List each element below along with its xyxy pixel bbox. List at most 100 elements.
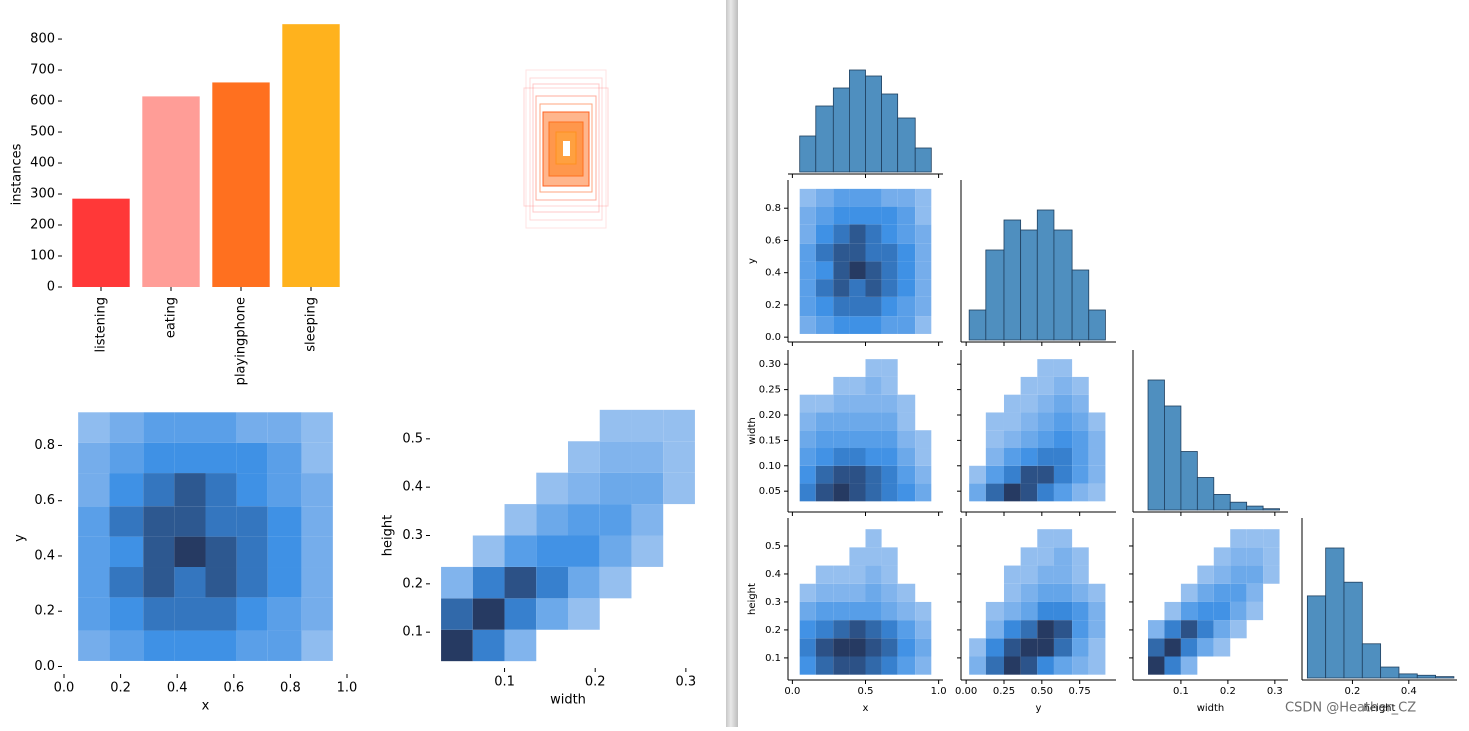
hist2d-cell	[205, 412, 237, 443]
hist2d-cell	[267, 442, 302, 474]
hist2d-cell	[1197, 565, 1214, 584]
hist2d-cell	[849, 656, 866, 675]
hist2d-cell	[1246, 583, 1264, 602]
hist-bar	[849, 69, 866, 173]
x-tick-label: 0.0	[784, 686, 800, 697]
hist2d-cell	[881, 243, 898, 262]
hist2d-cell	[1246, 547, 1264, 566]
hist2d-cell	[236, 506, 268, 537]
hist2d-cell	[1020, 565, 1038, 584]
x-tick-label: 0.8	[280, 681, 301, 696]
hist2d-cell	[1213, 565, 1231, 584]
hist2d-cell	[1072, 394, 1089, 413]
hist-bar	[1398, 673, 1418, 679]
y-tick-label: 400	[30, 156, 55, 171]
hist2d-cell	[1037, 465, 1054, 484]
hist2d-cell	[881, 465, 898, 484]
hist-bar	[1380, 666, 1400, 679]
hist2d-cell	[881, 547, 898, 566]
y-tick-label: 0.0	[34, 659, 55, 674]
hist2d-cell	[1020, 394, 1038, 413]
hist2d-cell	[833, 430, 850, 449]
hist2d-cell	[799, 656, 816, 675]
hist2d-cell	[815, 224, 834, 244]
x-tick-label: 0.00	[955, 686, 977, 697]
hist2d-cell	[1020, 412, 1038, 431]
hist2d-cell	[815, 656, 834, 675]
hist2d-cell	[109, 630, 144, 661]
hist2d-cell	[815, 296, 834, 317]
hist2d-cell	[301, 630, 333, 661]
hist2d-cell	[1072, 547, 1089, 566]
hist2d-cell	[915, 483, 932, 502]
hist2d-cell	[915, 206, 932, 225]
hist2d-cell	[915, 465, 932, 484]
y-tick-label: 0.2	[765, 300, 781, 311]
y-tick-label: 0.1	[402, 625, 423, 640]
hist2d-cell	[833, 483, 850, 502]
hist2d-cell	[536, 598, 568, 630]
hist2d-cell	[174, 597, 206, 631]
hist2d-cell	[143, 506, 175, 537]
y-tick-label: 600	[30, 94, 55, 109]
hist2d-cell	[833, 224, 850, 244]
hist2d-cell	[1020, 465, 1038, 484]
hist-bar	[1435, 676, 1455, 679]
x-tick-label: 0.4	[167, 681, 188, 696]
hist-bar	[1053, 229, 1073, 341]
hist2d-cell	[799, 638, 816, 657]
hist2d-cell	[441, 598, 473, 630]
x-tick-label: 1.0	[337, 681, 358, 696]
hist2d-cell	[799, 316, 816, 334]
hist2d-cell	[631, 504, 664, 536]
hist2d-cell	[865, 206, 882, 225]
hist2d-cell	[833, 448, 850, 466]
hist2d-cell	[833, 565, 850, 584]
hist2d-cell	[815, 261, 834, 280]
bar	[72, 198, 130, 287]
hist-bar	[1003, 219, 1022, 341]
y-tick-label: 100	[30, 249, 55, 264]
hist2d-cell	[1003, 565, 1021, 584]
hist2d-cell	[849, 206, 866, 225]
hist2d-cell	[865, 620, 882, 639]
y-tick-label: 0.8	[765, 203, 781, 214]
hist2d-cell	[865, 656, 882, 675]
hist2d-cell	[1213, 547, 1231, 566]
hist2d-cell	[78, 473, 110, 507]
hist2d-cell	[815, 638, 834, 657]
hist2d-cell	[301, 536, 333, 568]
y-tick-label: 200	[30, 218, 55, 233]
hist2d-cell	[799, 465, 816, 484]
hist2d-cell	[865, 316, 882, 334]
hist2d-cell	[143, 473, 175, 507]
hist-bar	[832, 87, 850, 173]
hist2d-cell	[865, 483, 882, 502]
hist2d-cell	[1037, 547, 1054, 566]
hist2d-cell	[267, 567, 302, 598]
hist2d-cell	[504, 566, 537, 599]
hist2d-cell	[1180, 638, 1198, 657]
hist2d-cell	[1053, 638, 1073, 657]
hist2d-cell	[815, 412, 834, 431]
hist2d-cell	[799, 188, 816, 207]
hist2d-cell	[1020, 620, 1038, 639]
hist2d-cell	[109, 473, 144, 507]
hist2d-cell	[915, 601, 932, 621]
hist2d-cell	[267, 597, 302, 631]
hist2d-cell	[568, 535, 600, 567]
hist2d-cell	[1197, 583, 1214, 602]
hist2d-cell	[897, 412, 916, 431]
hist2d-cell	[267, 412, 302, 443]
x-tick-label: 0.0	[54, 681, 75, 696]
hist2d-cell	[1072, 430, 1089, 449]
hist2d-cell	[301, 412, 333, 443]
hist2d-cell	[1020, 547, 1038, 566]
y-tick-label: 0.4	[765, 268, 781, 279]
y-tick-label: 700	[30, 63, 55, 78]
hist2d-cell	[205, 536, 237, 568]
hist2d-cell	[1263, 547, 1280, 566]
hist2d-cell	[815, 394, 834, 413]
bar	[142, 96, 200, 288]
hist-bar	[1361, 643, 1382, 679]
